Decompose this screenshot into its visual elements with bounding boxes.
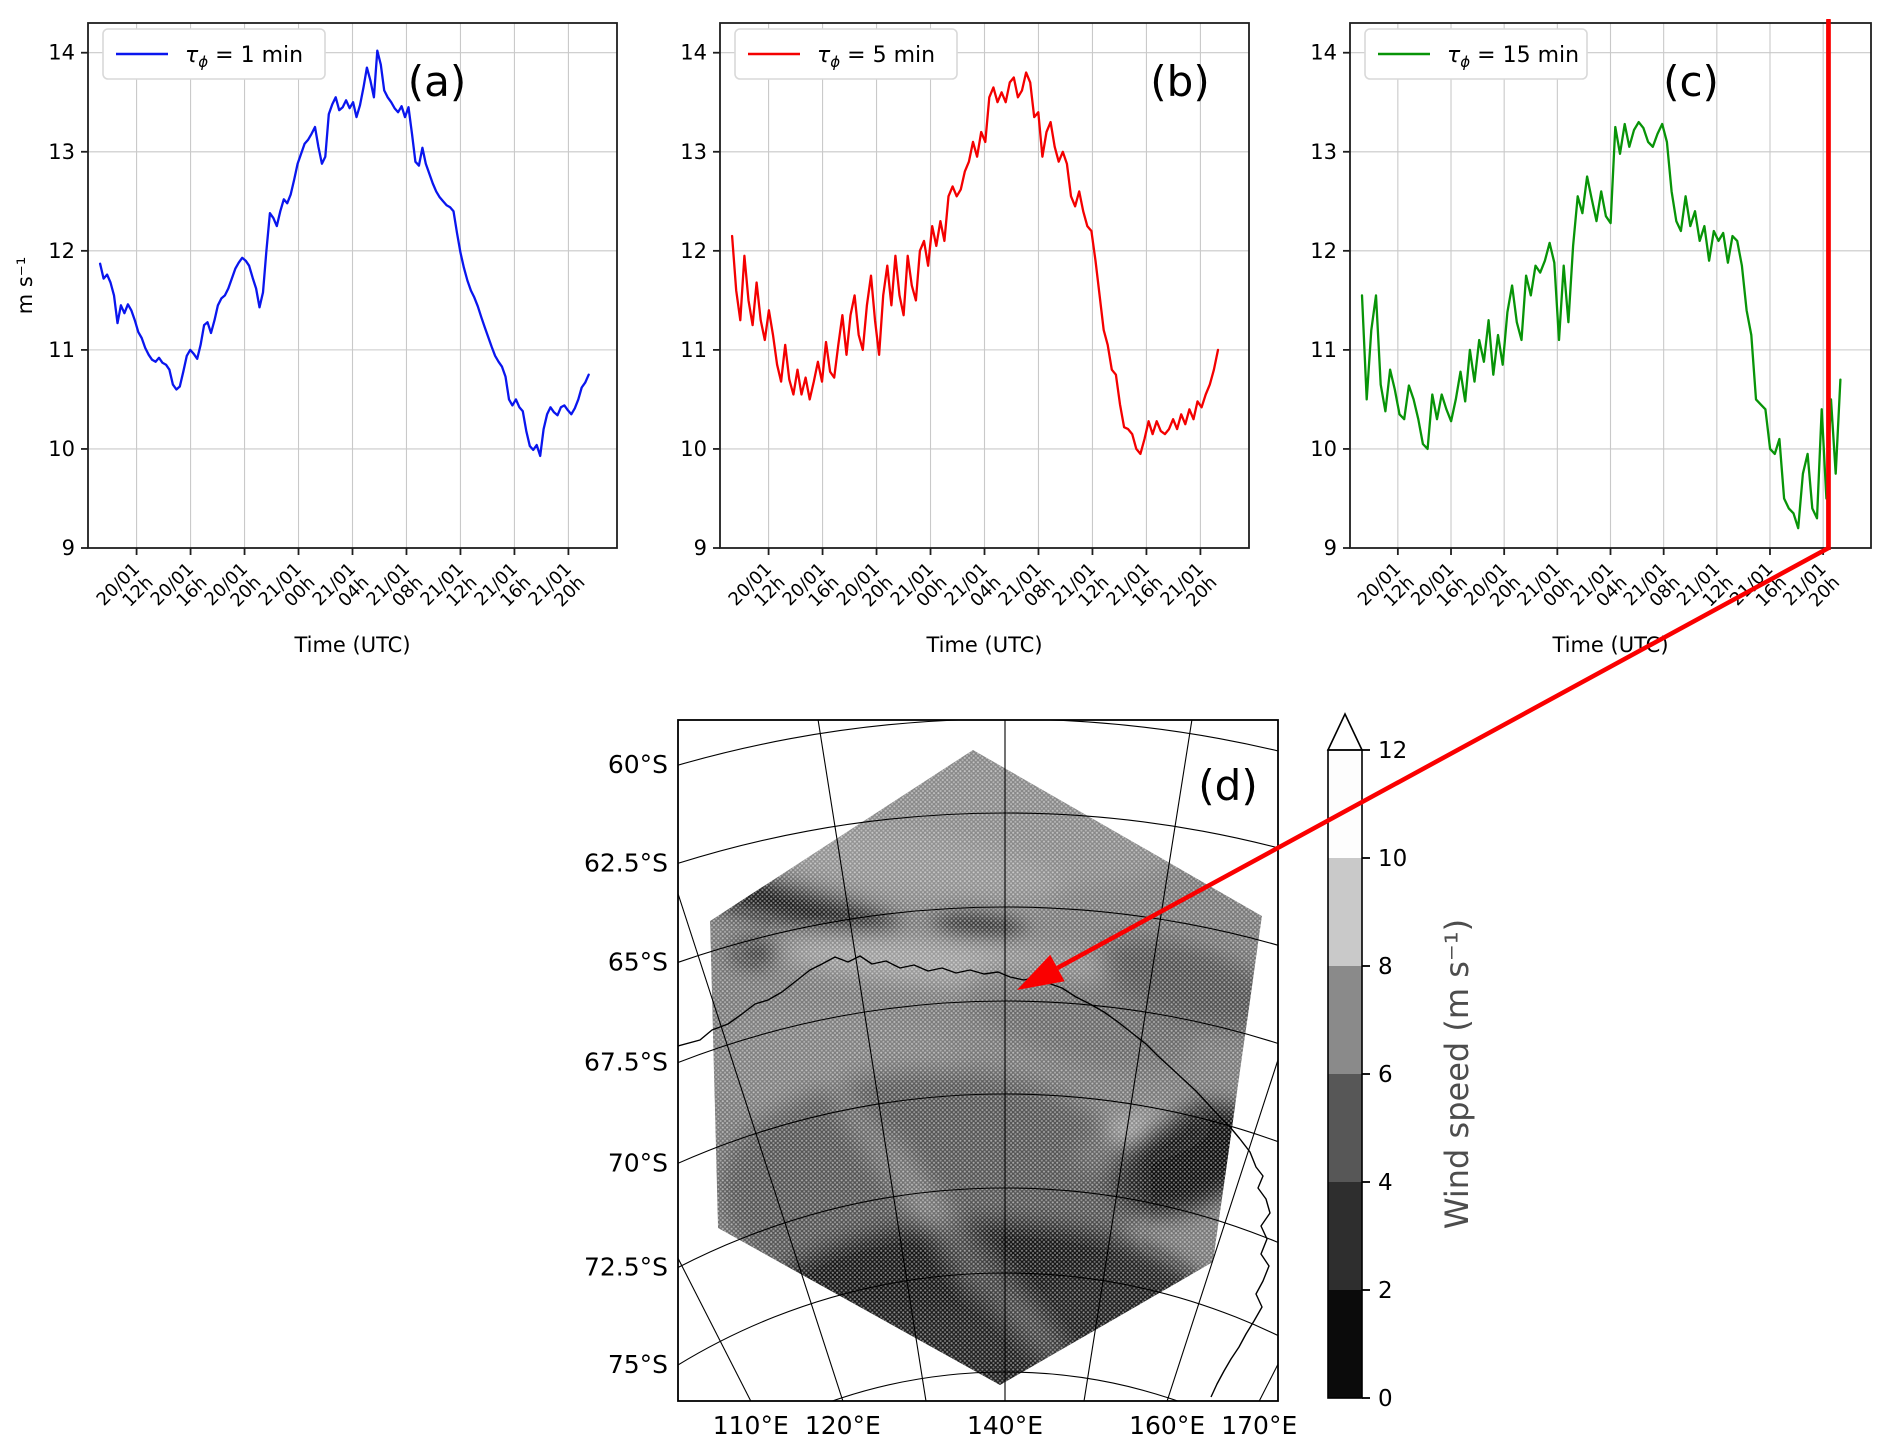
colorbar-segment — [1328, 1290, 1362, 1398]
wind-speed-curve-b — [730, 71, 1220, 456]
y-tick-label: 10 — [48, 437, 75, 461]
meridian-150E — [1083, 720, 1193, 1401]
annotation-arrowhead-icon — [1017, 954, 1065, 990]
legend-box — [1364, 28, 1588, 80]
colorbar-tick-label: 4 — [1378, 1170, 1393, 1196]
y-tick-label: 9 — [62, 536, 75, 560]
map-panel: 60°S 62.5°S 65°S 67.5°S 70°S 72.5°S 75°S 110°E 1… — [584, 719, 1297, 1440]
annotation-connector-line — [1056, 20, 1831, 970]
colorbar-title: Wind speed (m s⁻¹) — [1438, 919, 1476, 1229]
lat-label-60S: 60°S — [608, 750, 668, 779]
y-tick-label: 9 — [694, 536, 707, 560]
graticule — [678, 720, 1278, 1401]
legend-box — [102, 28, 326, 80]
y-tick-label: 11 — [48, 338, 75, 362]
colorbar-tick-label: 2 — [1378, 1278, 1393, 1304]
colorbar-segment — [1328, 966, 1362, 1074]
y-tick-label: 14 — [1310, 41, 1337, 65]
meridian-110E — [678, 1257, 752, 1401]
colorbar-segment — [1328, 1182, 1362, 1290]
map-frame — [677, 719, 1279, 1402]
y-tick-label: 12 — [680, 239, 707, 263]
lon-label-160E: 160°E — [1129, 1411, 1205, 1440]
wind-speed-curve-c — [1360, 120, 1842, 530]
wind-speed-curve-a — [98, 49, 590, 458]
colorbar: 12 10 8 6 4 2 0 Wind speed (m s⁻¹) — [1326, 712, 1476, 1412]
lon-label-140E: 140°E — [967, 1411, 1043, 1440]
map-clipped-content — [678, 720, 1278, 1401]
y-tick-label: 13 — [48, 140, 75, 164]
lat-label-65S: 65°S — [608, 947, 668, 976]
coastline-victoria-land — [1210, 1138, 1271, 1398]
panel-letter-d: (d) — [1198, 761, 1257, 810]
colorbar-tick-label: 0 — [1378, 1386, 1393, 1412]
lon-label-170E: 170°E — [1221, 1411, 1297, 1440]
y-tick-label: 10 — [680, 437, 707, 461]
y-tick-label: 12 — [1310, 239, 1337, 263]
lat-label-62.5S: 62.5°S — [584, 848, 668, 877]
y-tick-label: 11 — [1310, 338, 1337, 362]
lat-label-72.5S: 72.5°S — [584, 1253, 668, 1282]
lon-label-120E: 120°E — [805, 1411, 881, 1440]
legend: τϕ = 15 min — [1364, 28, 1588, 80]
y-axis-title: m s⁻¹ — [13, 257, 37, 315]
meridian-130E — [817, 720, 927, 1401]
meridian-160E — [1166, 1058, 1278, 1401]
overpass-annotation — [1017, 20, 1831, 990]
colorbar-tick-label: 12 — [1378, 738, 1407, 764]
x-axis-title: Time (UTC) — [293, 633, 410, 657]
axes-frame — [87, 22, 618, 549]
panel-letter-a: (a) — [408, 57, 467, 106]
panel-letter-b: (b) — [1150, 57, 1209, 106]
axes-frame — [1349, 22, 1872, 549]
y-tick-label: 14 — [48, 41, 75, 65]
colorbar-segment — [1328, 858, 1362, 966]
y-tick-label: 11 — [680, 338, 707, 362]
coastline-adelie-land — [678, 955, 1241, 1140]
axes-frame — [719, 22, 1250, 549]
y-tick-label: 14 — [680, 41, 707, 65]
legend-label: τϕ = 15 min — [1447, 43, 1579, 71]
legend: τϕ = 5 min — [734, 28, 958, 80]
colorbar-tick-label: 10 — [1378, 846, 1407, 872]
lat-label-67.5S: 67.5°S — [584, 1048, 668, 1077]
y-tick-label: 10 — [1310, 437, 1337, 461]
panel-letter-c: (c) — [1663, 57, 1719, 106]
lat-label-70S: 70°S — [608, 1148, 668, 1177]
y-tick-label: 13 — [680, 140, 707, 164]
y-tick-label: 13 — [1310, 140, 1337, 164]
colorbar-tick-label: 8 — [1378, 954, 1393, 980]
x-axis-title: Time (UTC) — [925, 633, 1042, 657]
colorbar-tick-label: 6 — [1378, 1062, 1393, 1088]
y-tick-label: 9 — [1324, 536, 1337, 560]
y-tick-label: 12 — [48, 239, 75, 263]
legend-box — [734, 28, 958, 80]
legend: τϕ = 1 min — [102, 28, 326, 80]
meridian-120E — [678, 891, 844, 1401]
lon-label-110E: 110°E — [713, 1411, 789, 1440]
legend-label: τϕ = 1 min — [185, 43, 303, 71]
legend-label: τϕ = 5 min — [817, 43, 935, 71]
lat-label-75S: 75°S — [608, 1350, 668, 1379]
colorbar-segment — [1328, 1074, 1362, 1182]
